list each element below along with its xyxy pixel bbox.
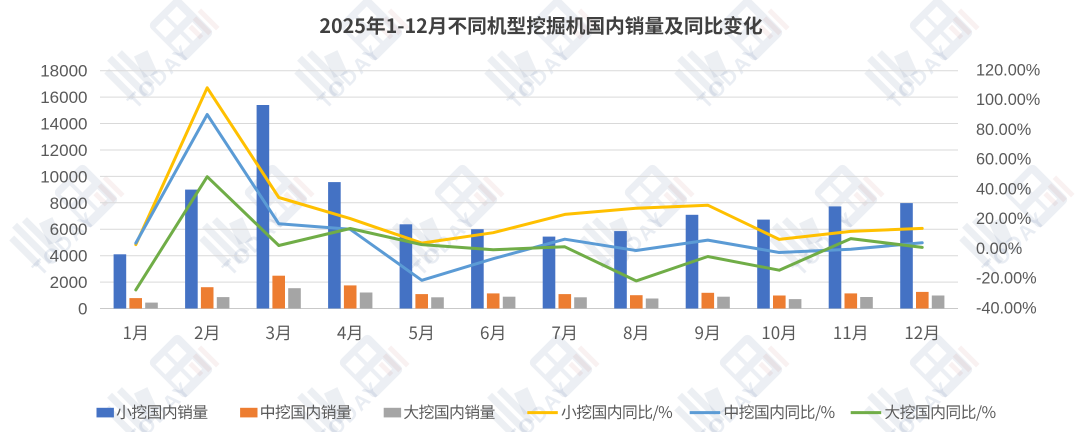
svg-text:120.00%: 120.00% (976, 62, 1040, 80)
svg-text:0.00%: 0.00% (976, 240, 1022, 258)
svg-text:80.00%: 80.00% (976, 121, 1031, 139)
svg-text:6000: 6000 (50, 220, 88, 239)
svg-text:-20.00%: -20.00% (976, 270, 1037, 288)
svg-text:14000: 14000 (40, 115, 87, 134)
svg-text:2000: 2000 (50, 273, 88, 292)
svg-text:20.00%: 20.00% (976, 210, 1031, 228)
svg-text:0: 0 (78, 300, 87, 319)
svg-text:4000: 4000 (50, 247, 88, 266)
svg-text:60.00%: 60.00% (976, 151, 1031, 169)
svg-text:10000: 10000 (40, 167, 87, 186)
svg-text:100.00%: 100.00% (976, 91, 1040, 109)
svg-text:8000: 8000 (50, 194, 88, 213)
svg-text:40.00%: 40.00% (976, 180, 1031, 198)
svg-text:-40.00%: -40.00% (976, 299, 1037, 317)
svg-text:16000: 16000 (40, 88, 87, 107)
svg-text:18000: 18000 (40, 62, 87, 81)
svg-text:12000: 12000 (40, 141, 87, 160)
